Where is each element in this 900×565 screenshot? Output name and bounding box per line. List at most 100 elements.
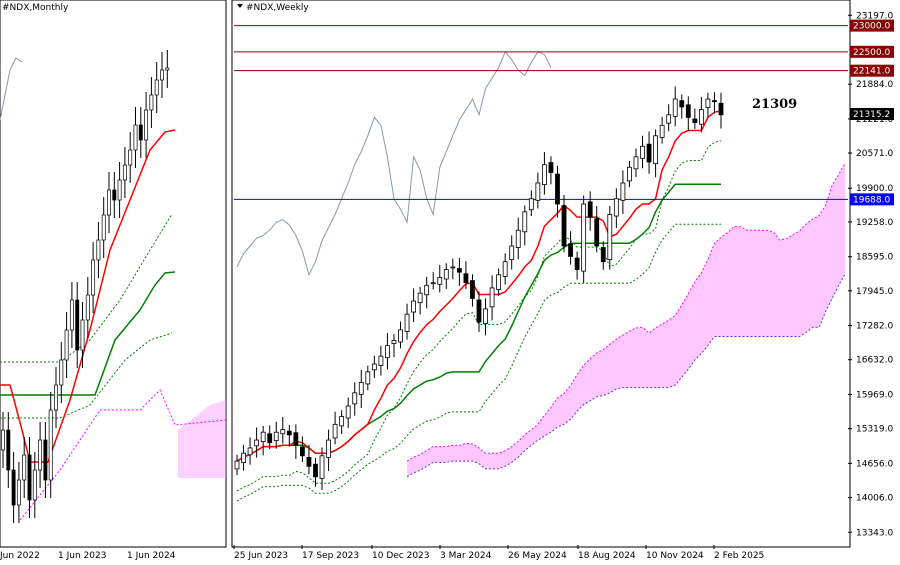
y-tick-label: 16632.0: [856, 356, 893, 366]
candle: [515, 217, 521, 260]
y-tick-label: 17282.0: [856, 322, 893, 332]
candle: [241, 444, 246, 471]
weekly-chart-title: #NDX,Weekly: [246, 3, 309, 13]
monthly-chikou-line: [0, 57, 23, 121]
candle: [600, 241, 606, 270]
candle: [430, 272, 436, 290]
candle: [385, 333, 390, 370]
x-tick-label: 10 Dec 2023: [372, 551, 430, 561]
candle: [679, 94, 685, 119]
monthly-candle: [80, 302, 85, 368]
candle: [489, 275, 495, 321]
monthly-candle: [38, 422, 43, 488]
y-tick-label: 14656.0: [856, 459, 893, 469]
x-tick-label: 25 Jun 2023: [234, 551, 288, 561]
candle: [640, 135, 645, 169]
y-tick-label: 21884.0: [856, 80, 893, 90]
monthly-candle: [1, 412, 5, 468]
y-tick-label: 19900.0: [856, 184, 893, 194]
x-tick-label: 2 Feb 2025: [714, 551, 764, 561]
candle: [535, 172, 541, 209]
y-tick-label: 20571.0: [856, 149, 893, 159]
monthly-candle: [128, 132, 133, 183]
candle: [581, 195, 587, 283]
chikou-line: [236, 50, 552, 277]
monthly-cloud: [178, 400, 226, 478]
y-tick: 17945.0: [848, 287, 893, 297]
y-tick: 14656.0: [848, 459, 893, 469]
price-level-label: 23000.0: [853, 22, 890, 32]
y-tick: 19258.0: [848, 218, 893, 228]
monthly-candle: [112, 172, 117, 218]
x-tick: 10 Nov 2024: [645, 545, 704, 561]
x-tick-label: 26 May 2024: [508, 551, 567, 561]
y-tick: 19900.0: [848, 184, 893, 194]
candle: [613, 188, 619, 228]
candle: [463, 261, 469, 289]
candle: [371, 355, 377, 378]
price-level-label: 22500.0: [853, 48, 890, 58]
candle: [280, 416, 286, 444]
candle: [404, 303, 410, 340]
y-tick: 15969.0: [848, 390, 893, 400]
candle: [692, 108, 698, 129]
candle: [247, 437, 253, 465]
lower-band-line: [236, 140, 722, 492]
x-tick: 17 Sep 2023: [301, 545, 359, 561]
monthly-candle: [138, 107, 143, 158]
candle: [306, 444, 312, 475]
x-tick-label: 18 Aug 2024: [578, 551, 636, 561]
candle: [358, 369, 364, 409]
candle: [378, 345, 384, 376]
candle: [607, 206, 613, 270]
weekly-cloud: [406, 162, 846, 478]
y-tick: 21221.0: [848, 115, 893, 125]
candle: [672, 86, 678, 127]
current-price-label: 21315.2: [853, 110, 890, 120]
candle: [568, 231, 573, 265]
candle: [234, 454, 240, 476]
monthly-candle: [160, 52, 164, 98]
candle: [300, 436, 305, 463]
y-tick-label: 15319.0: [856, 425, 893, 435]
price-level: 19688.0: [234, 193, 894, 206]
monthly-kijun-line: [0, 271, 176, 396]
monthly-candle: [16, 462, 21, 523]
candle: [594, 206, 600, 253]
candle: [411, 288, 416, 323]
candle: [437, 264, 443, 293]
candle: [496, 268, 502, 296]
monthly-x-label: Jun 2022: [0, 551, 40, 561]
candle: [450, 258, 456, 280]
monthly-candle: [59, 342, 64, 403]
y-tick-label: 17945.0: [856, 287, 893, 297]
monthly-candle: [85, 277, 90, 338]
candle: [587, 191, 593, 231]
monthly-candle: [117, 162, 122, 218]
candle: [646, 131, 652, 174]
monthly-candles: [1, 50, 170, 523]
monthly-candle: [133, 107, 138, 168]
monthly-chart-title: #NDX,Monthly: [2, 3, 69, 13]
x-tick: 25 Jun 2023: [233, 545, 288, 561]
monthly-candle: [32, 452, 37, 518]
candle: [254, 427, 260, 458]
candle: [339, 410, 345, 435]
candle: [555, 165, 560, 218]
y-tick-label: 23197.0: [856, 11, 893, 21]
candle: [483, 298, 488, 336]
price-level: 22500.0: [234, 45, 894, 58]
x-tick: 3 Mar 2024: [439, 545, 492, 561]
candle: [718, 92, 724, 129]
price-level: 23000.0: [234, 19, 894, 32]
y-tick: 13343.0: [848, 528, 893, 538]
monthly-candle: [107, 172, 111, 233]
y-tick-label: 21221.0: [856, 115, 893, 125]
weekly-x-axis: 25 Jun 2023 17 Sep 2023 10 Dec 2023 3 Mar 2…: [233, 545, 764, 561]
weekly-candles: [234, 86, 724, 491]
candle: [698, 96, 704, 133]
candle: [286, 424, 292, 447]
monthly-candle: [122, 147, 127, 198]
candle: [326, 429, 331, 472]
